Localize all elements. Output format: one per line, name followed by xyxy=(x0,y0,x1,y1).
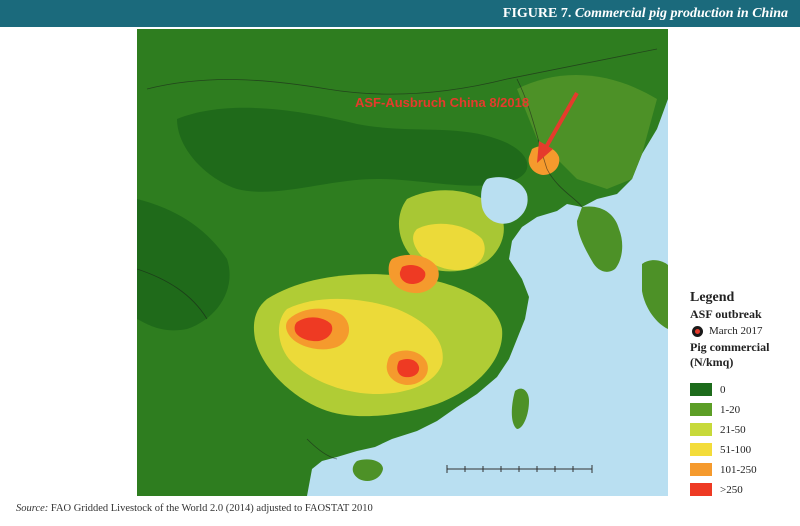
japan-fragment xyxy=(642,260,668,329)
legend-class-label: 21-50 xyxy=(720,423,746,436)
source-lead: Source: xyxy=(16,503,49,514)
legend-class: 0 xyxy=(690,383,798,396)
pig-density-over-250-south xyxy=(397,359,420,378)
northeast-region xyxy=(517,75,657,189)
legend-class-label: 1-20 xyxy=(720,403,741,416)
legend-swatch xyxy=(690,463,712,476)
source-citation: Source: FAO Gridded Livestock of the Wor… xyxy=(16,503,373,514)
figure-title: FIGURE 7. Commercial pig production in C… xyxy=(503,6,788,22)
legend-class-label: 101-250 xyxy=(720,463,757,476)
pig-density-over-250-central xyxy=(399,264,426,284)
map-svg: ASF-Ausbruch China 8/2018 xyxy=(137,29,668,496)
map-scale-bar xyxy=(446,465,593,473)
legend-outbreak-entry: March 2017 xyxy=(692,325,798,337)
source-text: FAO Gridded Livestock of the World 2.0 (… xyxy=(50,503,373,514)
legend-swatch xyxy=(690,403,712,416)
legend-swatch xyxy=(690,423,712,436)
outbreak-annotation: ASF-Ausbruch China 8/2018 xyxy=(355,95,529,110)
legend-class-list: 0 1-20 21-50 51-100 101-250 >250 xyxy=(690,383,798,496)
legend-pig-heading: Pig commercial xyxy=(690,340,770,354)
legend-class: 51-100 xyxy=(690,443,798,456)
figure-caption: Commercial pig production in China xyxy=(574,6,788,21)
legend-class-label: >250 xyxy=(720,483,743,496)
legend-class: 1-20 xyxy=(690,403,798,416)
outbreak-marker-icon xyxy=(692,325,703,337)
legend-title: Legend xyxy=(690,290,735,305)
taiwan-island xyxy=(511,388,529,429)
map-of-china: ASF-Ausbruch China 8/2018 xyxy=(137,29,668,496)
korean-peninsula xyxy=(577,206,623,272)
figure-number: FIGURE 7. xyxy=(502,6,572,21)
figure-header-bar: FIGURE 7. Commercial pig production in C… xyxy=(0,0,800,27)
legend-class: 101-250 xyxy=(690,463,798,476)
pig-density-over-250-sichuan xyxy=(294,317,333,342)
legend-pig-unit: (N/kmq) xyxy=(690,355,734,369)
legend-class-label: 51-100 xyxy=(720,443,752,456)
legend-swatch xyxy=(690,383,712,396)
outbreak-arrow xyxy=(537,92,579,163)
legend-class: 21-50 xyxy=(690,423,798,436)
pig-density-51-100-east xyxy=(413,223,485,271)
country-borders xyxy=(137,48,658,460)
legend-swatch xyxy=(690,443,712,456)
hainan-island xyxy=(352,459,383,481)
bohai-sea xyxy=(481,177,528,224)
legend-outbreak-label: March 2017 xyxy=(709,325,763,337)
legend-outbreak-heading: ASF outbreak xyxy=(690,307,762,321)
legend-class-label: 0 xyxy=(720,383,726,396)
western-plateau xyxy=(137,199,230,331)
legend-class: >250 xyxy=(690,483,798,496)
northern-steppe xyxy=(177,107,528,192)
legend-swatch xyxy=(690,483,712,496)
map-legend: Legend ASF outbreak March 2017 Pig comme… xyxy=(690,290,798,503)
